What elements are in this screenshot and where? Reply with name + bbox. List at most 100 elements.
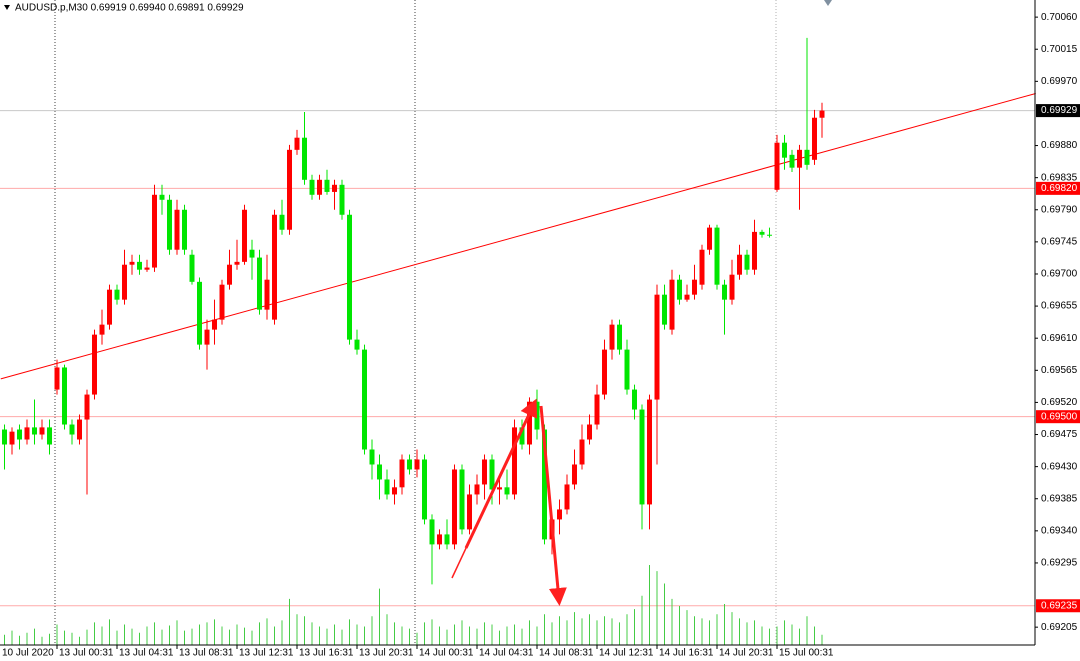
candle-body [812,117,817,160]
background-layer [54,0,777,645]
candle-body [519,427,525,445]
price-box-label: 0.69820 [1041,183,1078,194]
y-tick-label: 0.69565 [1041,365,1078,376]
candle-body [264,279,270,310]
level-lines [0,92,1036,607]
candle-body [167,199,172,250]
candle-body [557,509,562,520]
x-tick-label: 13 Jul 20:31 [359,648,414,659]
candle-body [587,424,592,440]
candle-body [302,137,307,180]
y-tick-label: 0.70060 [1041,12,1078,23]
y-tick-label: 0.69475 [1041,429,1078,440]
candle-body [249,249,255,258]
candle-body [632,389,637,410]
candle-body [542,429,547,540]
candle-body [594,394,600,425]
y-tick-label: 0.70015 [1041,44,1078,55]
candle-body [572,464,577,485]
candle-body [122,264,127,300]
candle-body [564,484,570,510]
candle-body [77,419,82,440]
price-box-label: 0.69235 [1041,600,1078,611]
candle-body [47,427,52,445]
candle-body [744,254,750,270]
x-tick-label: 14 Jul 04:31 [479,648,534,659]
candle-body [144,267,150,270]
candle-body [129,261,135,265]
candle-body [152,194,157,268]
candle-body [17,429,22,440]
candle-body [789,154,795,168]
candle-body [819,110,825,118]
chart-header: AUDUSD.p,M30 0.69919 0.69940 0.69891 0.6… [15,3,244,14]
trendline [0,92,1036,380]
candle-body [414,459,420,470]
candle-body [669,279,675,330]
y-tick-label: 0.69970 [1041,76,1078,87]
price-box-label: 0.69929 [1041,105,1078,116]
y-tick-label: 0.69880 [1041,140,1078,151]
x-tick-label: 13 Jul 08:31 [179,648,234,659]
candle-body [707,227,712,250]
candle-body [212,319,217,330]
candle-body [9,431,15,445]
candle-body [429,519,435,545]
annotation-layer [451,398,567,606]
arrow-annotation [464,398,538,549]
candle-body [752,231,757,270]
candle-body [219,284,225,320]
candle-body [422,459,427,520]
candle-body [272,214,277,320]
candle-body [512,427,517,495]
x-tick-label: 13 Jul 04:31 [119,648,174,659]
candle-body [257,257,262,310]
x-tick-label: 13 Jul 00:31 [59,648,114,659]
candle-body [369,449,375,465]
candle-body [189,254,195,282]
shift-marker [824,0,832,6]
candle-body [39,427,45,435]
candle-body [624,349,630,390]
candle-body [474,484,480,495]
price-box-label: 0.69500 [1041,411,1078,422]
candle-body [714,227,720,285]
arrow-annotation [539,405,567,606]
y-tick-label: 0.69520 [1041,397,1078,408]
candle-body [662,294,667,325]
candle-body [362,349,367,450]
candle-body [294,137,300,150]
candle-body [617,324,622,350]
candle-body [774,142,780,190]
candle-body [32,427,37,435]
y-tick-label: 0.69385 [1041,493,1078,504]
candle-body [482,459,487,485]
candle-body [579,439,585,465]
candle-body [399,459,405,488]
candle-body [159,194,165,200]
candle-body [339,184,345,215]
candle-body [234,261,240,265]
y-tick-label: 0.69295 [1041,558,1078,569]
candle-body [452,469,457,545]
candle-body [279,214,285,230]
candle-body [534,401,540,430]
candle-body [99,324,105,335]
candle-body [767,234,772,236]
price-box [1036,181,1080,195]
candle-body [654,294,660,400]
x-tick-label: 15 Jul 00:31 [779,648,834,659]
candle-body [107,289,112,325]
candle-body [182,209,187,250]
x-tick-label: 10 Jul 2020 [2,648,54,659]
candle-body [797,149,802,168]
candle-body [737,254,742,275]
candle-body [92,334,97,395]
candle-body [497,487,502,490]
candle-body [677,279,682,300]
x-tick-label: 14 Jul 20:31 [719,648,774,659]
volume-layer [4,565,823,645]
